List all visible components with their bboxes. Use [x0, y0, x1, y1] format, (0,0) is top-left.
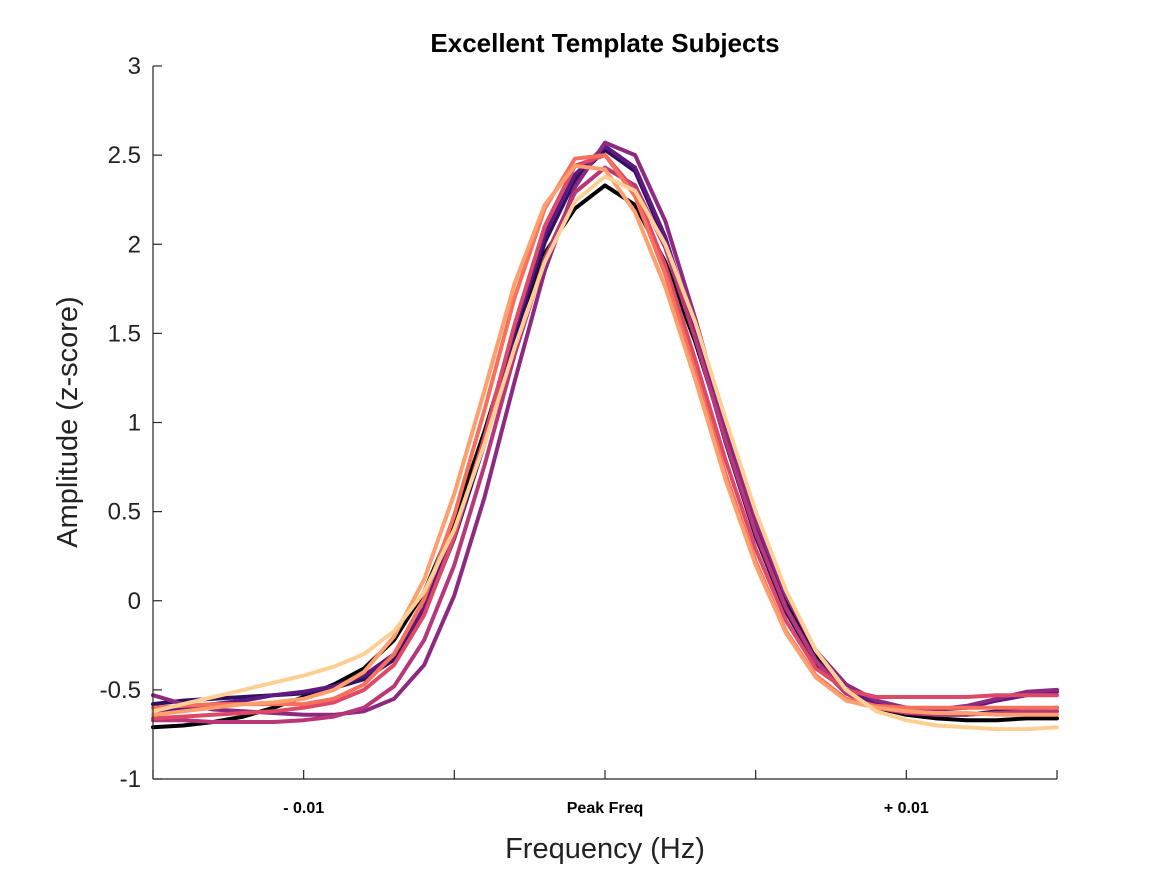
series-line-3	[151, 144, 1059, 714]
series-line-1	[151, 183, 1059, 730]
y-ticks: -1 -0.5 0 0.5 1 1.5 2 2.5 3	[100, 53, 162, 793]
x-tick-label: + 0.01	[884, 800, 929, 817]
axes-layer	[152, 66, 1057, 780]
x-tick-label: Peak Freq	[567, 800, 643, 817]
series-line-4	[151, 140, 1059, 717]
x-ticks: - 0.01 Peak Freq + 0.01	[152, 770, 1058, 817]
y-tick-label: 1	[128, 410, 141, 437]
y-tick-label: 2.5	[108, 142, 141, 169]
y-tick-label: 3	[128, 53, 141, 80]
y-tick-label: 1.5	[108, 320, 141, 347]
y-tick-label: -0.5	[100, 677, 141, 704]
series-line-9	[151, 174, 1059, 732]
chart-title: Excellent Template Subjects	[430, 28, 779, 58]
x-axis-label: Frequency (Hz)	[505, 833, 705, 865]
y-tick-label: 2	[128, 231, 141, 258]
y-tick-label: 0.5	[108, 499, 141, 526]
series-line-8	[151, 163, 1059, 717]
y-tick-label: -1	[120, 766, 141, 793]
y-tick-label: 0	[128, 588, 141, 615]
series-layer	[151, 140, 1059, 732]
series-line-6	[151, 153, 1059, 721]
series-line-5	[151, 165, 1059, 724]
series-line-2	[151, 147, 1059, 717]
x-tick-label: - 0.01	[283, 800, 324, 817]
series-line-7	[151, 153, 1059, 710]
y-axis-label: Amplitude (z-score)	[52, 296, 84, 547]
